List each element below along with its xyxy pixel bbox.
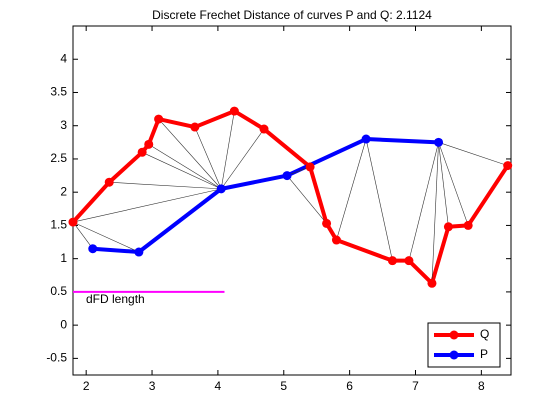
coupling-line — [220, 128, 265, 190]
series-line — [92, 137, 439, 255]
y-tick-label: 1 — [60, 251, 67, 265]
plot-area — [72, 25, 512, 376]
coupling-line — [148, 144, 222, 190]
coupling-line — [158, 118, 222, 190]
coupling-line — [438, 142, 469, 226]
coupling-line — [109, 181, 222, 190]
coupling-line — [438, 142, 508, 166]
y-tick-label: 0.5 — [50, 284, 67, 298]
x-tick-label: 7 — [412, 379, 419, 393]
point — [144, 139, 154, 149]
y-tick-label: 3 — [60, 118, 67, 132]
y-tick-label: 2.5 — [50, 151, 67, 165]
x-tick-label: 6 — [346, 379, 353, 393]
point — [387, 256, 397, 266]
coupling-line — [336, 138, 367, 241]
point — [88, 244, 98, 254]
point — [434, 137, 444, 147]
coupling-line — [431, 142, 439, 284]
point — [427, 278, 437, 288]
point — [154, 114, 164, 124]
coupling-line — [142, 152, 222, 190]
y-tick-label: 3.5 — [50, 85, 67, 99]
legend-marker — [449, 330, 459, 340]
point — [361, 134, 371, 144]
legend-box — [427, 322, 501, 368]
point — [229, 106, 239, 116]
annotation-text: dFD length — [86, 292, 145, 306]
point — [137, 147, 147, 157]
coupling-line — [72, 188, 222, 223]
y-tick-label: -0.5 — [46, 351, 67, 365]
point — [503, 161, 513, 171]
point — [259, 124, 269, 134]
coupling-line — [408, 142, 439, 261]
y-tick-label: 0 — [60, 317, 67, 331]
coupling-line — [286, 175, 327, 224]
x-tick-label: 2 — [83, 379, 90, 393]
x-tick-label: 4 — [215, 379, 222, 393]
y-tick-label: 4 — [60, 51, 67, 65]
legend-marker — [449, 350, 459, 360]
point — [104, 177, 114, 187]
point — [404, 256, 414, 266]
x-tick-label: 8 — [478, 379, 485, 393]
coupling-line — [438, 142, 449, 227]
legend-label: P — [480, 347, 488, 361]
y-tick-label: 2 — [60, 184, 67, 198]
x-tick-label: 5 — [280, 379, 287, 393]
coupling-line — [220, 111, 235, 189]
y-tick-label: 1.5 — [50, 218, 67, 232]
point — [331, 235, 341, 245]
coupling-line — [72, 221, 94, 249]
coupling-line — [365, 138, 393, 261]
point — [134, 247, 144, 257]
legend-label: Q — [480, 327, 489, 341]
point — [282, 171, 292, 181]
point — [443, 222, 453, 232]
point — [463, 220, 473, 230]
coupling-line — [72, 221, 139, 253]
point — [322, 218, 332, 228]
x-tick-label: 3 — [149, 379, 156, 393]
point — [190, 122, 200, 132]
point — [68, 217, 78, 227]
point — [216, 184, 226, 194]
chart-title: Discrete Frechet Distance of curves P an… — [152, 8, 432, 22]
coupling-line — [194, 126, 222, 189]
point — [305, 162, 315, 172]
